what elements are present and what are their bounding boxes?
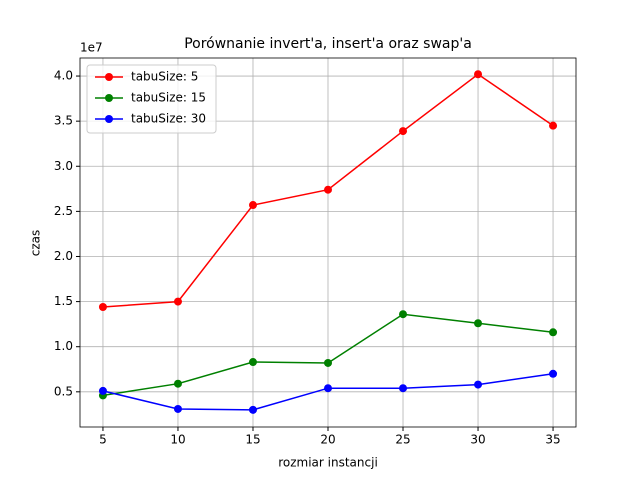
y-tick-label: 1.0 — [54, 339, 73, 353]
data-point — [248, 201, 257, 210]
y-tick-label: 2.0 — [54, 249, 73, 263]
x-tick-label: 30 — [470, 433, 485, 447]
x-tick-label: 5 — [99, 433, 107, 447]
data-point — [173, 379, 182, 388]
y-offset-label: 1e7 — [80, 41, 103, 55]
data-point — [98, 386, 107, 395]
legend-marker — [105, 94, 113, 102]
data-point — [98, 303, 107, 312]
x-axis-label: rozmiar instancji — [278, 456, 378, 470]
data-point — [549, 121, 558, 130]
x-tick-label: 35 — [545, 433, 560, 447]
y-tick-label: 3.5 — [54, 114, 73, 128]
x-tick-label: 10 — [170, 433, 185, 447]
legend-label: tabuSize: 30 — [131, 112, 206, 126]
legend-label: tabuSize: 5 — [131, 70, 198, 84]
data-point — [324, 384, 332, 393]
y-axis-label: czas — [29, 230, 43, 257]
data-point — [549, 369, 558, 378]
data-point — [324, 358, 332, 367]
legend-marker — [105, 73, 113, 81]
data-point — [399, 384, 408, 393]
legend-label: tabuSize: 15 — [131, 91, 206, 105]
y-tick-label: 1.5 — [54, 294, 73, 308]
y-tick-label: 0.5 — [54, 384, 73, 398]
data-point — [474, 319, 483, 328]
data-point — [173, 297, 182, 306]
data-point — [474, 70, 483, 79]
data-point — [474, 380, 483, 389]
data-point — [399, 310, 408, 319]
data-point — [248, 358, 257, 367]
y-tick-label: 2.5 — [54, 204, 73, 218]
x-tick-label: 20 — [320, 433, 335, 447]
chart-title: Porównanie invert'a, insert'a oraz swap'… — [184, 36, 472, 52]
y-tick-label: 4.0 — [54, 69, 73, 83]
plot-frame — [79, 57, 577, 428]
data-point — [549, 328, 558, 337]
data-point — [173, 404, 182, 413]
y-tick-label: 3.0 — [54, 159, 73, 173]
data-point — [248, 405, 257, 414]
data-point — [399, 127, 408, 136]
x-tick-label: 25 — [395, 433, 410, 447]
x-tick-label: 15 — [245, 433, 260, 447]
legend-marker — [105, 115, 113, 123]
data-point — [324, 185, 332, 194]
legend-box — [86, 64, 217, 134]
